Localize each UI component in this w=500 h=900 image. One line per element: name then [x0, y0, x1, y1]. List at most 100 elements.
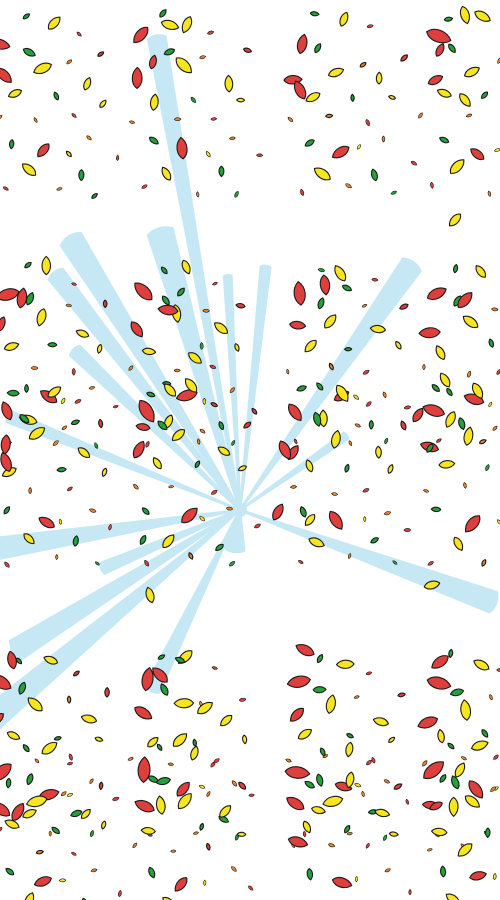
confetti-piece: [375, 71, 383, 85]
confetti-piece: [101, 820, 107, 830]
confetti-piece: [454, 762, 466, 778]
confetti-piece: [489, 694, 493, 701]
confetti-piece: [488, 338, 495, 348]
confetti-piece: [228, 136, 236, 141]
confetti-piece: [426, 443, 434, 453]
confetti-piece: [339, 11, 349, 27]
burst-ray: [221, 509, 246, 554]
confetti-piece: [128, 365, 134, 371]
confetti-piece: [91, 193, 98, 199]
confetti-piece: [24, 261, 32, 269]
confetti-piece: [437, 728, 445, 744]
confetti-piece: [21, 163, 37, 176]
confetti-piece: [134, 799, 155, 813]
confetti-piece: [133, 26, 149, 44]
confetti-piece: [453, 263, 459, 274]
confetti-piece: [1, 467, 17, 477]
confetti-piece: [485, 464, 490, 472]
confetti-piece: [359, 62, 367, 68]
confetti-piece: [446, 388, 453, 397]
confetti-piece: [372, 717, 389, 727]
confetti-piece: [132, 842, 138, 849]
confetti-piece: [25, 292, 35, 306]
confetti-piece: [3, 342, 20, 351]
confetti-piece: [316, 654, 324, 664]
confetti-piece: [496, 519, 500, 525]
confetti-piece: [293, 80, 307, 100]
burst-ray: [68, 344, 241, 511]
confetti-piece: [430, 506, 442, 513]
confetti-piece: [426, 28, 452, 44]
confetti-piece: [217, 446, 231, 456]
confetti-piece: [290, 485, 297, 489]
confetti-piece: [439, 774, 447, 783]
confetti-piece: [71, 367, 76, 376]
confetti-piece: [335, 384, 349, 402]
confetti-piece: [331, 877, 353, 889]
confetti-piece: [371, 756, 376, 764]
confetti-piece: [23, 533, 35, 545]
confetti-piece: [56, 187, 63, 191]
confetti-piece: [15, 657, 23, 665]
confetti-piece: [295, 644, 315, 657]
confetti-piece: [47, 16, 61, 30]
confetti-piece: [24, 892, 35, 900]
confetti-piece: [41, 255, 52, 276]
confetti-piece: [297, 560, 304, 564]
burst-ray: [146, 226, 242, 511]
confetti-piece: [116, 154, 120, 161]
confetti-piece: [89, 830, 94, 838]
confetti-piece: [207, 30, 215, 35]
confetti-piece: [131, 66, 143, 89]
confetti-piece: [363, 516, 367, 523]
confetti-piece: [67, 486, 73, 492]
confetti-piece: [242, 734, 248, 745]
confetti-piece: [229, 561, 236, 567]
confetti-piece: [199, 55, 207, 60]
confetti-piece: [224, 74, 234, 93]
confetti-piece: [37, 143, 50, 158]
confetti-piece: [328, 362, 334, 371]
confetti-piece: [58, 518, 63, 525]
confetti-piece: [238, 697, 247, 702]
confetti-piece: [422, 760, 428, 767]
confetti-piece: [366, 24, 374, 29]
confetti-piece: [205, 151, 211, 158]
confetti-piece: [162, 534, 175, 549]
confetti-piece: [140, 827, 156, 835]
confetti-piece: [449, 159, 465, 174]
confetti-piece: [302, 820, 312, 834]
confetti-piece: [237, 465, 247, 472]
confetti-piece: [361, 304, 368, 308]
confetti-piece: [215, 543, 224, 551]
confetti-piece: [400, 54, 408, 62]
confetti-piece: [53, 440, 59, 446]
confetti-piece: [24, 383, 29, 393]
confetti-piece: [81, 897, 88, 900]
confetti-piece: [293, 438, 298, 445]
confetti-piece: [155, 777, 171, 786]
confetti-piece: [0, 67, 12, 83]
confetti-piece: [53, 736, 62, 741]
confetti-piece: [148, 54, 157, 70]
confetti-piece: [302, 830, 307, 838]
confetti-piece: [331, 145, 350, 159]
confetti-piece: [172, 733, 188, 747]
confetti-piece: [490, 786, 496, 792]
confetti-piece: [188, 352, 202, 364]
confetti-piece: [218, 165, 225, 178]
confetti-piece: [210, 402, 218, 408]
confetti-piece: [170, 849, 177, 853]
confetti-piece: [478, 439, 487, 445]
confetti-piece: [6, 389, 20, 397]
confetti-piece: [181, 16, 193, 34]
confetti-piece: [0, 713, 4, 725]
confetti-piece: [149, 93, 159, 111]
confetti-piece: [76, 31, 82, 37]
confetti-piece: [475, 265, 487, 278]
confetti-piece: [152, 457, 162, 470]
confetti-piece: [370, 168, 378, 182]
confetti-piece: [335, 659, 355, 669]
confetti-piece: [325, 694, 336, 714]
confetti-piece: [234, 343, 240, 352]
